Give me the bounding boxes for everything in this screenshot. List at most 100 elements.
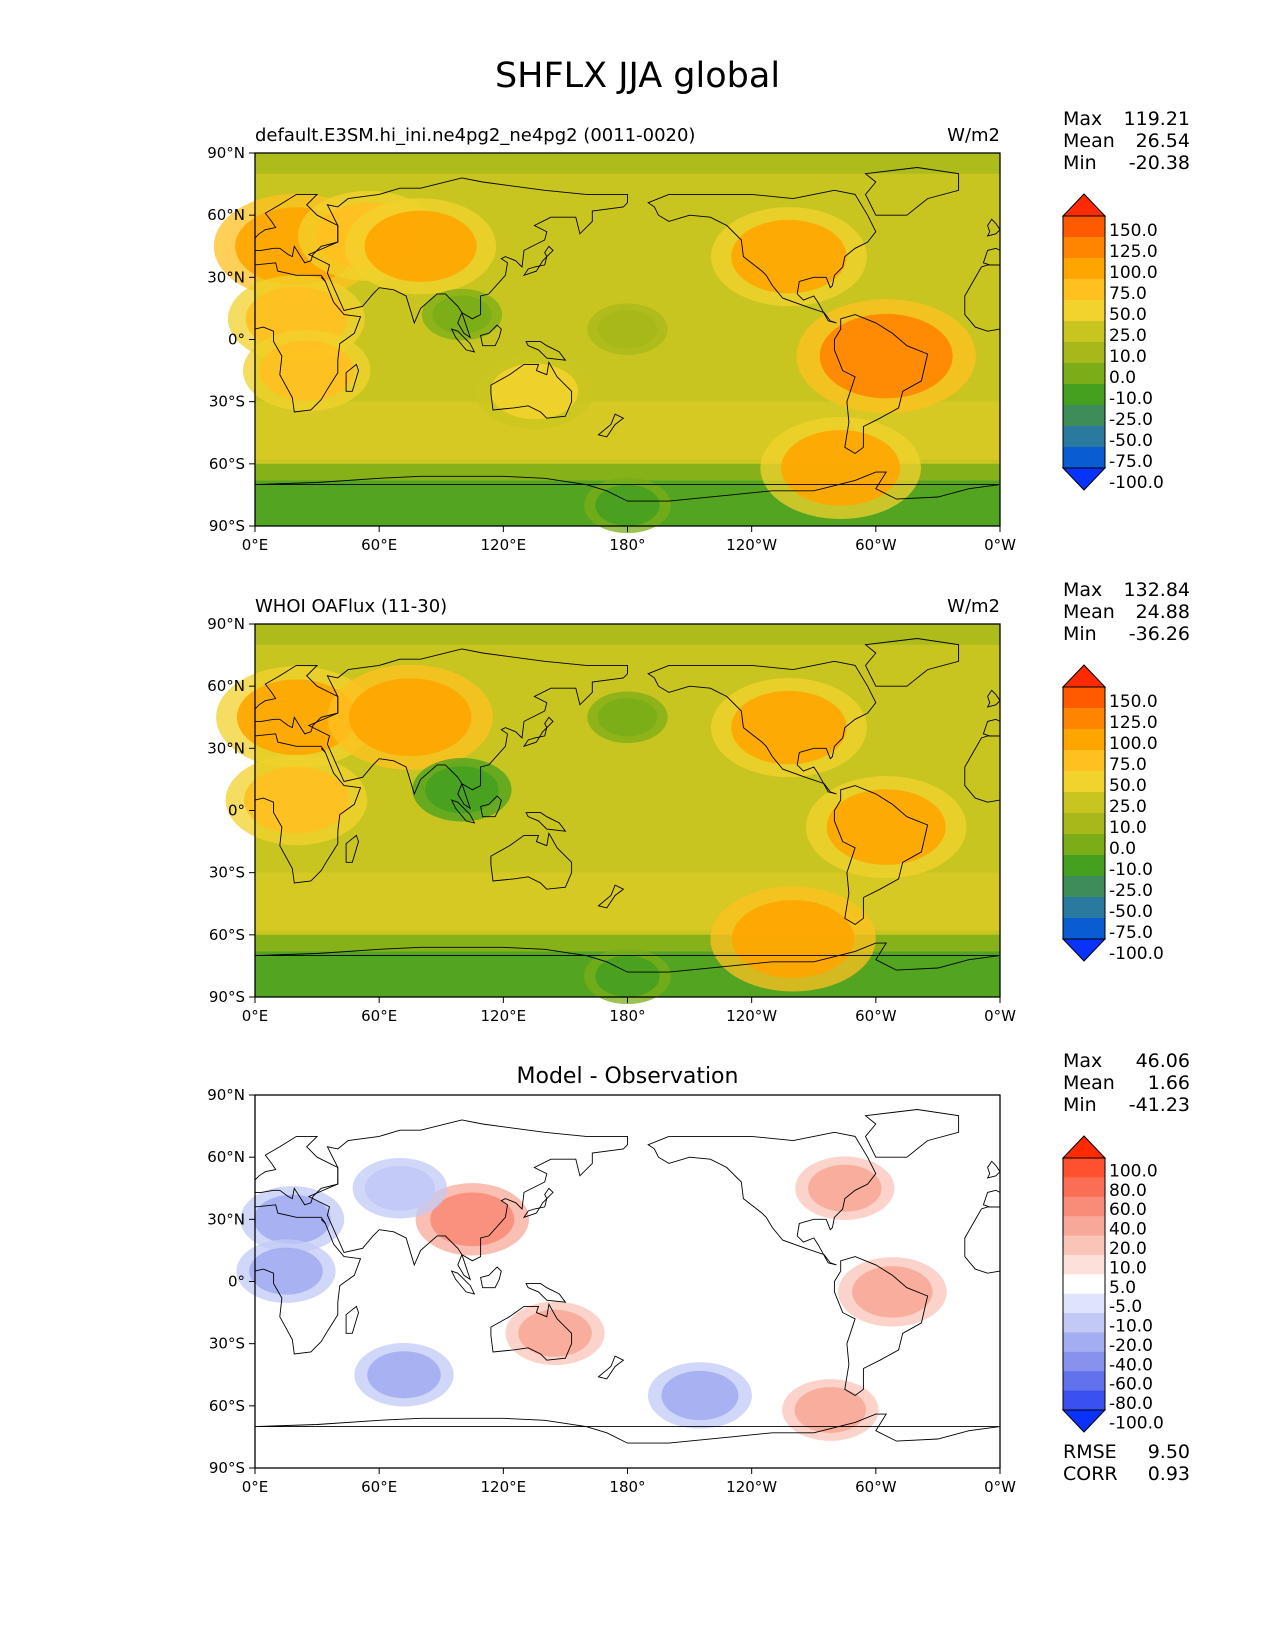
coastline-north-america (647, 1131, 877, 1266)
colorbar-bin (1063, 792, 1105, 814)
colorbar-bin (1063, 405, 1105, 427)
coastline-australia (490, 831, 573, 890)
x-tick-label: 60°W (855, 536, 897, 554)
colorbar-tick-label: -20.0 (1109, 1336, 1153, 1356)
stat-value: 1.66 (1148, 1072, 1190, 1094)
colorbar-bin (1063, 897, 1105, 919)
coastline-arabia-gap (320, 276, 326, 282)
colorbar-tick-label: 40.0 (1109, 1220, 1147, 1240)
colorbar-bin (1063, 216, 1105, 238)
colorbar-bin (1063, 1274, 1105, 1295)
map-panel-2: 0°E 60°E 120°E 180° 120°W 60°W 0°W 90°N 60°N 30°N… (207, 579, 1190, 1025)
field-contour-core (808, 1164, 882, 1212)
coastline-borneo (480, 324, 502, 347)
coastline-south-america (833, 1256, 929, 1397)
x-tick-label: 0°W (984, 1478, 1016, 1496)
coastline-new-guinea (525, 812, 567, 832)
stat-label: RMSE (1063, 1441, 1117, 1463)
x-tick-label: 0°E (242, 536, 269, 554)
colorbar-bin (1063, 1177, 1105, 1198)
x-tick-label: 180° (609, 1478, 645, 1496)
figure-title: SHFLX JJA global (494, 56, 781, 96)
field-contour-core (518, 1309, 592, 1357)
colorbar: 150.0125.0100.075.050.025.010.00.0-10.0-… (1061, 664, 1164, 964)
panel-title: Model - Observation (517, 1064, 739, 1089)
colorbar-tick-label: 125.0 (1109, 242, 1158, 262)
coastline-asia (307, 648, 628, 810)
field-contour-core (430, 1192, 515, 1247)
x-tick-label: 0°E (242, 1478, 269, 1496)
colorbar-tick-label: 25.0 (1109, 326, 1147, 346)
coastline-sumatra (450, 328, 476, 353)
coastline-sumatra (450, 799, 476, 824)
stat-label: Mean (1063, 1072, 1115, 1094)
field-contour-core (731, 900, 855, 978)
colorbar: 150.0125.0100.075.050.025.010.00.0-10.0-… (1061, 193, 1164, 493)
coastline-greenland (864, 167, 960, 216)
colorbar: 100.080.060.040.020.010.05.0-5.0-10.0-20… (1061, 1135, 1164, 1433)
stat-value: -20.38 (1129, 152, 1190, 174)
colorbar-bin (1063, 237, 1105, 259)
colorbar-frame (1062, 686, 1106, 940)
colorbar-bin (1063, 1390, 1105, 1411)
x-tick-label: 120°W (726, 536, 777, 554)
x-tick-label: 120°E (481, 1478, 527, 1496)
stat-value: -36.26 (1129, 623, 1190, 645)
coastline-japan (522, 1187, 554, 1219)
colorbar-tick-label: -100.0 (1109, 944, 1164, 964)
coastlines (254, 638, 1001, 973)
coastline-britain (986, 1160, 1001, 1179)
colorbar-bin (1063, 1293, 1105, 1314)
colorbar-bin (1063, 918, 1105, 940)
y-tick-label: 90°N (207, 144, 245, 162)
y-tick-label: 90°S (209, 1459, 245, 1477)
colorbar-bin (1063, 1158, 1105, 1178)
colorbar-bin (1063, 1196, 1105, 1217)
colorbar-bin (1063, 687, 1105, 709)
colorbar-tick-label: 125.0 (1109, 713, 1158, 733)
y-tick-label: 60°S (209, 455, 245, 473)
colorbar-extend-min (1061, 1409, 1107, 1433)
field-contour-core (364, 210, 477, 282)
colorbar-bin (1063, 1351, 1105, 1372)
colorbar-extend-min (1061, 467, 1107, 491)
x-tick-label: 120°W (726, 1007, 777, 1025)
field-contour-core (253, 1194, 331, 1244)
colorbar-bin (1063, 342, 1105, 364)
y-tick-label: 60°N (207, 677, 245, 695)
colorbar-tick-label: 5.0 (1109, 1278, 1136, 1298)
stat-label: Max (1063, 579, 1102, 601)
field-contour-core (432, 295, 492, 334)
coastline-antarctica (254, 942, 1001, 973)
coastline-australia (490, 1302, 573, 1361)
coastline-north-america (647, 189, 877, 324)
colorbar-extend-max (1061, 1135, 1107, 1159)
colorbar-tick-label: -25.0 (1109, 881, 1153, 901)
colorbar-tick-label: -80.0 (1109, 1394, 1153, 1414)
field-blobs (216, 664, 967, 1005)
coastline-antarctica (254, 1413, 1001, 1444)
colorbar-bin (1063, 279, 1105, 301)
colorbar-tick-label: -10.0 (1109, 1317, 1153, 1337)
coastline-greenland (864, 638, 960, 687)
colorbar-tick-label: 10.0 (1109, 1258, 1147, 1278)
x-tick-label: 120°E (481, 536, 527, 554)
colorbar-extend-min (1061, 938, 1107, 962)
coastline-britain (986, 218, 1001, 237)
colorbar-bin (1063, 1235, 1105, 1256)
units-label: W/m2 (947, 596, 1000, 617)
coastline-new-zealand (597, 884, 625, 909)
colorbar-bin (1063, 426, 1105, 448)
colorbar-tick-label: 50.0 (1109, 776, 1147, 796)
colorbar-bin (1063, 708, 1105, 730)
colorbar-bin (1063, 1332, 1105, 1353)
stat-value: 9.50 (1148, 1441, 1190, 1463)
x-tick-label: 120°W (726, 1478, 777, 1496)
colorbar-tick-label: 25.0 (1109, 797, 1147, 817)
coastline-antarctica (254, 471, 1001, 502)
colorbar-extend-max (1061, 664, 1107, 688)
colorbar-tick-label: -5.0 (1109, 1297, 1142, 1317)
colorbar-tick-label: 0.0 (1109, 839, 1136, 859)
coastline-borneo (480, 795, 502, 818)
colorbar-tick-label: -10.0 (1109, 860, 1153, 880)
